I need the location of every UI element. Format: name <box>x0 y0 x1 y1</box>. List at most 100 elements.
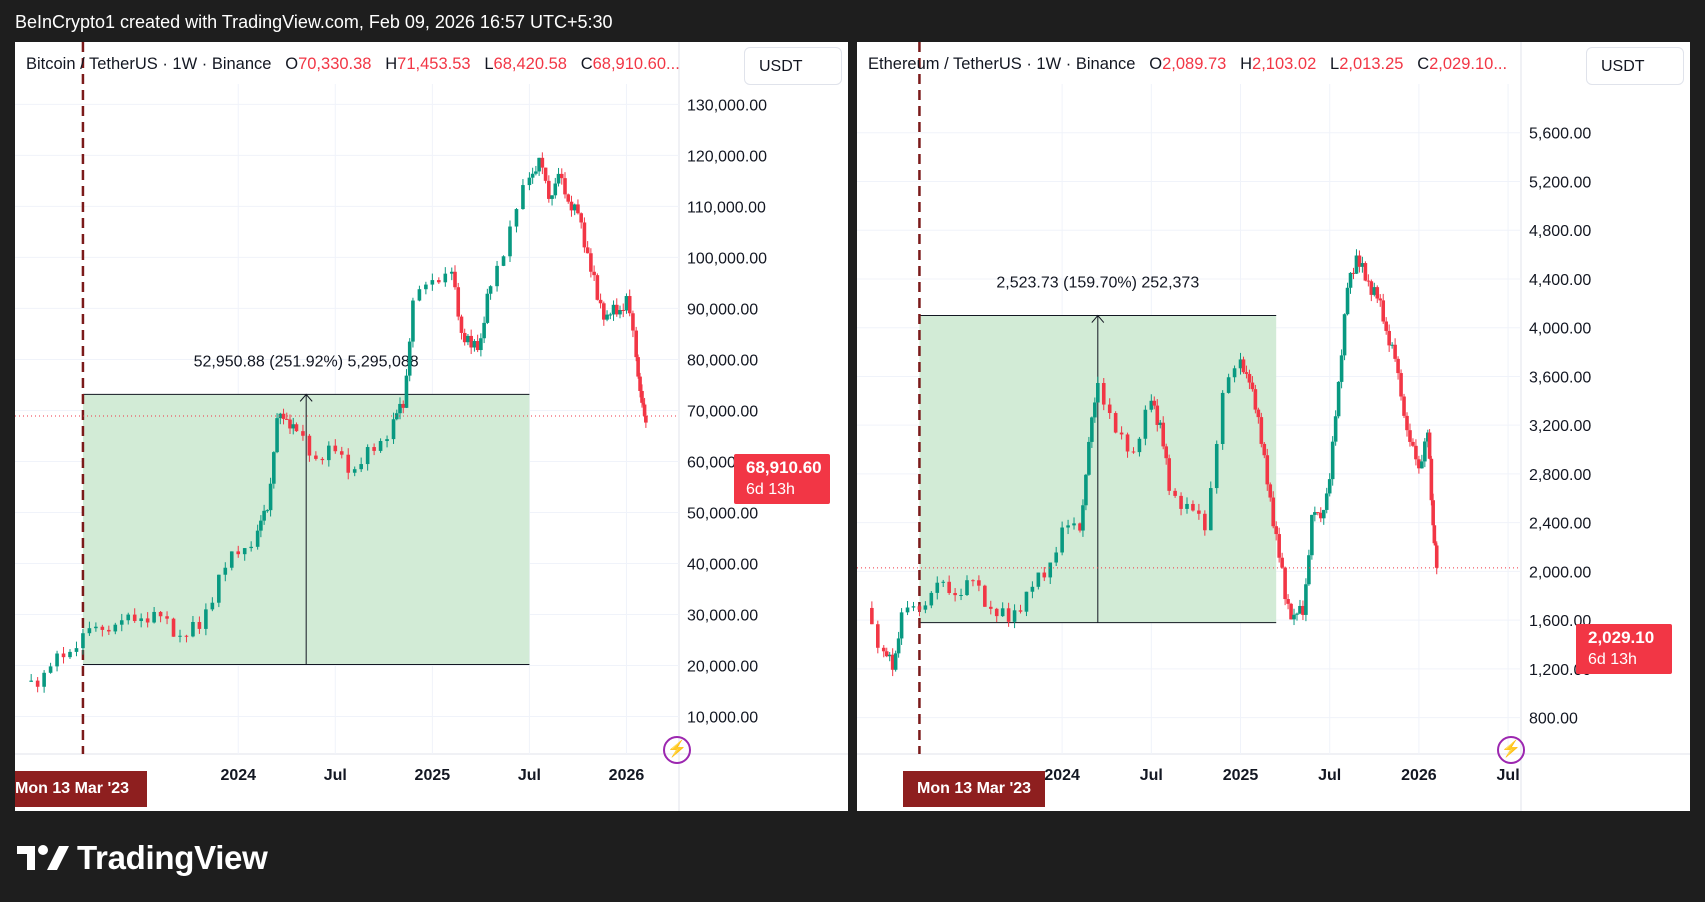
eth-chart-panel[interactable]: 800.00 1,200.00 1,600.00 2,000.00 2,400.00 2,… <box>857 42 1690 811</box>
candle <box>1274 521 1278 541</box>
candle <box>1000 602 1005 617</box>
candle <box>1310 514 1314 560</box>
eth-low-value: 2,013.25 <box>1339 55 1404 73</box>
candle <box>870 601 874 625</box>
btc-currency-button[interactable]: USDT <box>744 47 842 85</box>
candle <box>547 175 551 203</box>
candle <box>556 167 561 187</box>
candle <box>1119 426 1124 440</box>
candle <box>595 273 600 301</box>
candle <box>482 316 486 344</box>
candle <box>947 575 951 595</box>
y-tick-label: 20,000.00 <box>687 658 758 675</box>
candle <box>521 179 525 210</box>
y-tick-label: 120,000.00 <box>687 148 767 165</box>
candle <box>430 273 435 291</box>
candle <box>398 397 402 420</box>
candle <box>152 606 156 624</box>
candle <box>217 574 221 608</box>
candle <box>1173 488 1177 498</box>
candle <box>1084 473 1088 511</box>
candle <box>576 199 580 215</box>
candle <box>1357 250 1362 273</box>
candle <box>1265 448 1270 491</box>
candle <box>462 328 467 346</box>
candle <box>1072 517 1076 530</box>
y-tick-label: 90,000.00 <box>687 301 758 318</box>
candle <box>627 289 632 317</box>
eth-lightning-icon[interactable]: ⚡ <box>1497 736 1525 764</box>
candle <box>589 248 593 278</box>
candle <box>1431 493 1435 532</box>
candle <box>1250 376 1255 392</box>
btc-low-value: 68,420.58 <box>493 55 567 73</box>
y-tick-label: 110,000.00 <box>687 199 766 216</box>
candle <box>469 329 473 355</box>
y-tick-label: 4,000.00 <box>1529 321 1591 338</box>
candle <box>29 674 33 682</box>
candle <box>953 588 957 602</box>
candle <box>899 608 904 645</box>
eth-open-value: 2,089.73 <box>1162 55 1227 73</box>
candle <box>268 477 273 517</box>
candle <box>197 616 202 634</box>
candle <box>391 412 396 444</box>
candle <box>896 631 901 658</box>
measure-label: 2,523.73 (159.70%) 252,373 <box>996 275 1199 292</box>
candle <box>100 624 105 637</box>
candle <box>923 601 928 614</box>
candle <box>139 613 143 628</box>
candle <box>1295 612 1299 621</box>
candle <box>1286 594 1290 610</box>
candle <box>1351 267 1356 280</box>
candle <box>301 424 305 441</box>
candle <box>1259 412 1264 448</box>
candle <box>372 443 376 456</box>
candle <box>210 597 215 612</box>
candle <box>407 338 412 382</box>
candle <box>644 412 648 428</box>
btc-lightning-icon[interactable]: ⚡ <box>663 736 691 764</box>
candle <box>1324 487 1329 514</box>
eth-chart[interactable]: 800.00 1,200.00 1,600.00 2,000.00 2,400.00 2,… <box>857 42 1690 811</box>
eth-last-price-tag: 2,029.10 6d 13h <box>1576 624 1672 674</box>
btc-legend: Bitcoin / TetherUS · 1W · Binance O70,33… <box>26 52 736 76</box>
candle <box>404 369 409 409</box>
candle <box>1429 455 1434 506</box>
candle <box>887 652 892 662</box>
x-tick-label: Jul <box>324 767 347 784</box>
candle <box>1096 376 1100 403</box>
candle <box>884 647 889 658</box>
btc-low-label: L <box>484 55 494 73</box>
candle <box>1411 438 1415 448</box>
candle <box>965 575 969 596</box>
btc-close-label: C <box>580 55 593 73</box>
btc-chart[interactable]: 10,000.00 20,000.00 30,000.00 40,000.00 50,0… <box>15 42 848 811</box>
y-tick-label: 2,400.00 <box>1529 516 1591 533</box>
candle <box>572 203 577 216</box>
eth-currency-button[interactable]: USDT <box>1586 47 1684 85</box>
tradingview-brand: TradingView <box>77 839 268 876</box>
y-tick-label: 10,000.00 <box>687 709 758 726</box>
candle <box>314 451 318 461</box>
candle <box>424 281 428 295</box>
btc-open-label: O <box>285 55 299 73</box>
candle <box>1408 423 1412 447</box>
candle <box>411 297 415 348</box>
candle <box>272 451 276 489</box>
candle <box>259 515 263 538</box>
btc-chart-panel[interactable]: 10,000.00 20,000.00 30,000.00 40,000.00 50,0… <box>15 42 848 811</box>
candle <box>394 409 399 421</box>
candle <box>459 314 464 340</box>
y-tick-label: 2,000.00 <box>1529 564 1591 581</box>
candle <box>126 612 131 625</box>
candle <box>917 604 922 617</box>
candle <box>608 312 613 320</box>
candle <box>876 620 880 654</box>
candle <box>1342 313 1347 361</box>
chart-header: BeInCrypto1 created with TradingView.com… <box>15 12 613 32</box>
y-tick-label: 4,800.00 <box>1529 223 1591 240</box>
candle <box>113 622 118 635</box>
candle <box>1427 429 1432 460</box>
x-tick-label: 2025 <box>1223 767 1259 784</box>
